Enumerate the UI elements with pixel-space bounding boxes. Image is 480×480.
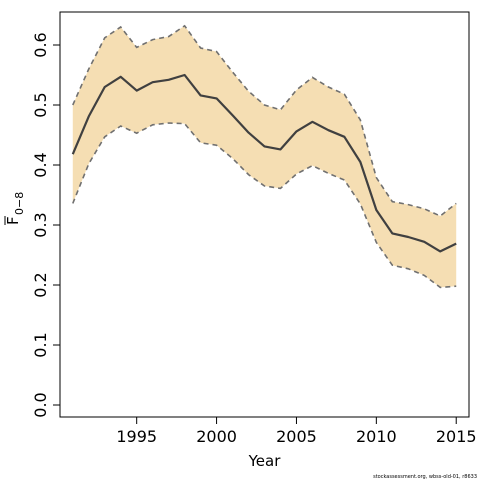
- plot-layer: [71, 24, 457, 289]
- x-axis: 1995 2000 2005 2010 2015: [116, 417, 477, 446]
- y-tick-label: 0.2: [31, 272, 50, 297]
- x-tick-label: 1995: [116, 427, 157, 446]
- y-tick-label: 0.1: [31, 332, 50, 357]
- plot-frame: [59, 11, 470, 418]
- x-tick-label: 2005: [276, 427, 317, 446]
- x-tick-label: 2000: [196, 427, 237, 446]
- y-tick-label: 0.3: [31, 212, 50, 237]
- lower-bound-line: [72, 122, 457, 289]
- footnote: stockassessment.org, wbss-old-01, r8633: [373, 474, 477, 480]
- y-tick-label: 0.5: [31, 92, 50, 117]
- y-tick-label: 0.0: [31, 392, 50, 417]
- upper-bound-line: [72, 24, 457, 217]
- y-axis: 0.0 0.1 0.2 0.3 0.4 0.5 0.6: [31, 32, 60, 418]
- y-axis-title: F0−8: [4, 192, 26, 225]
- estimate-line: [71, 73, 457, 253]
- y-axis-title-subscript: 0−8: [13, 192, 26, 215]
- y-axis-title-symbol: F: [4, 216, 22, 225]
- x-axis-title: Year: [248, 452, 282, 470]
- y-tick-label: 0.4: [31, 152, 50, 177]
- confidence-band: [72, 25, 457, 288]
- x-tick-label: 2015: [436, 427, 477, 446]
- y-tick-label: 0.6: [31, 32, 50, 57]
- x-tick-label: 2010: [356, 427, 397, 446]
